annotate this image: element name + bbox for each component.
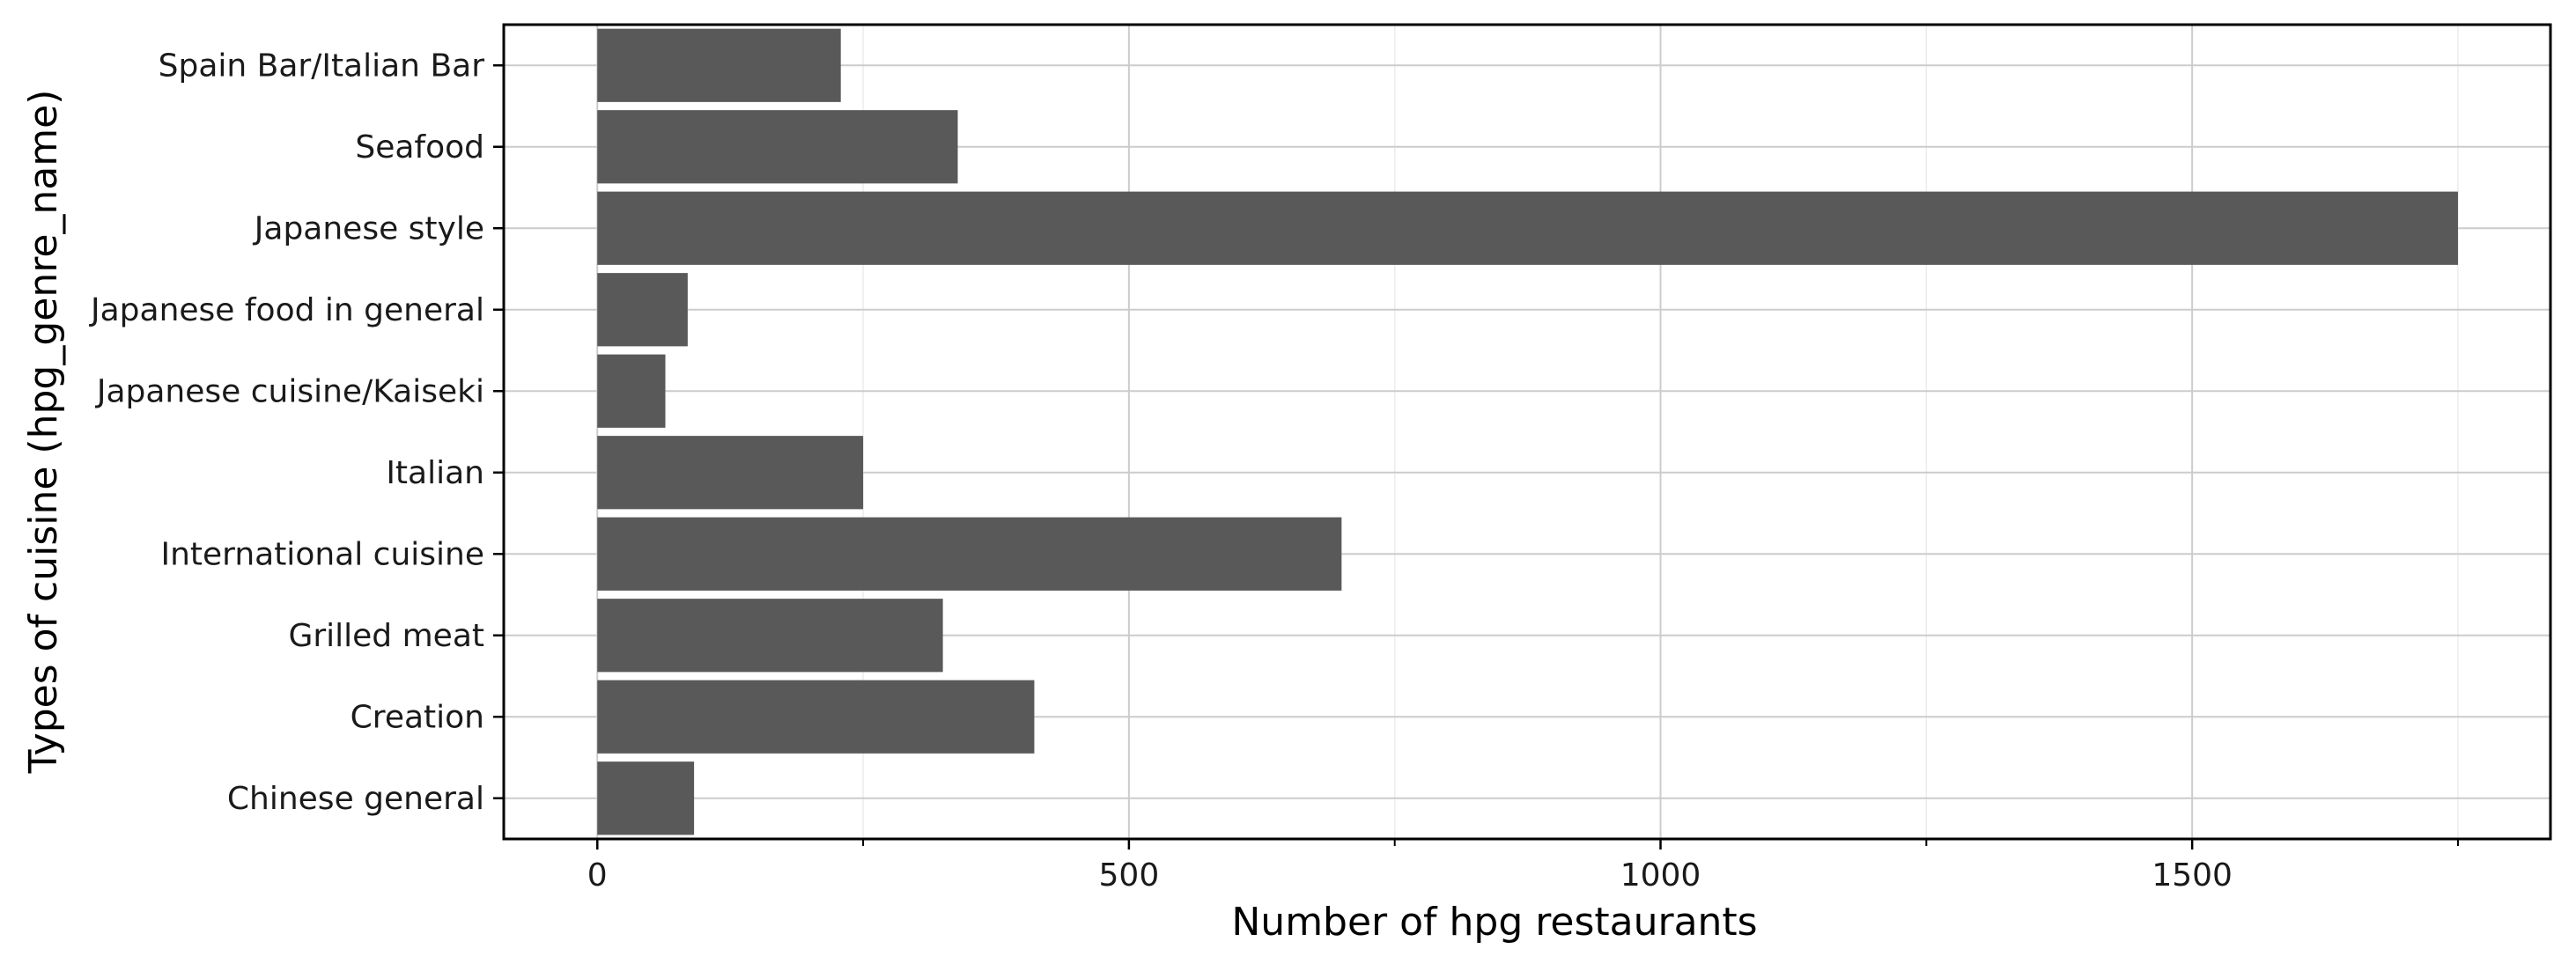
bar — [597, 436, 864, 510]
y-tick-label: Seafood — [355, 129, 484, 166]
y-tick-label: Chinese general — [227, 781, 484, 817]
bar — [597, 273, 688, 347]
plot-border — [502, 23, 2552, 841]
x-tick-label: 1000 — [1620, 857, 1701, 894]
y-tick-label: Japanese cuisine/Kaiseki — [95, 373, 484, 409]
y-tick-label: Creation — [351, 699, 484, 735]
bar — [597, 354, 666, 428]
bar — [597, 680, 1035, 754]
bar — [597, 191, 2458, 265]
x-tick-label: 0 — [587, 857, 608, 894]
bar — [597, 517, 1342, 591]
y-tick-label: Japanese style — [253, 210, 484, 246]
y-tick-label: Italian — [386, 455, 484, 491]
y-tick-label: Japanese food in general — [89, 292, 484, 328]
y-tick-label: Grilled meat — [288, 618, 484, 654]
x-tick-label: 1500 — [2152, 857, 2233, 894]
y-tick-label: International cuisine — [160, 536, 484, 572]
x-axis-title: Number of hpg restaurants — [1231, 900, 1757, 945]
bars — [597, 28, 2458, 835]
x-tick-label: 500 — [1099, 857, 1160, 894]
bar — [597, 110, 958, 184]
bar — [597, 28, 841, 102]
x-axis: 0 500 1000 1500 — [587, 839, 2459, 894]
bar — [597, 599, 943, 673]
bar — [597, 761, 695, 835]
y-axis: Spain Bar/Italian Bar Seafood Japanese sty… — [89, 48, 504, 817]
y-tick-label: Spain Bar/Italian Bar — [159, 48, 485, 84]
y-axis-title: Types of cuisine (hpg_genre_name) — [21, 90, 66, 775]
